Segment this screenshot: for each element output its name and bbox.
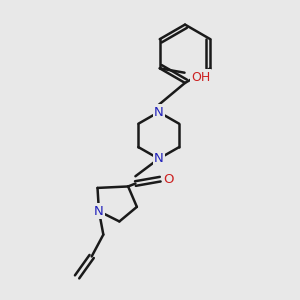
Text: OH: OH [191, 70, 210, 84]
Text: N: N [154, 152, 164, 165]
Text: O: O [163, 173, 174, 186]
Text: N: N [154, 106, 164, 118]
Text: N: N [94, 205, 104, 218]
